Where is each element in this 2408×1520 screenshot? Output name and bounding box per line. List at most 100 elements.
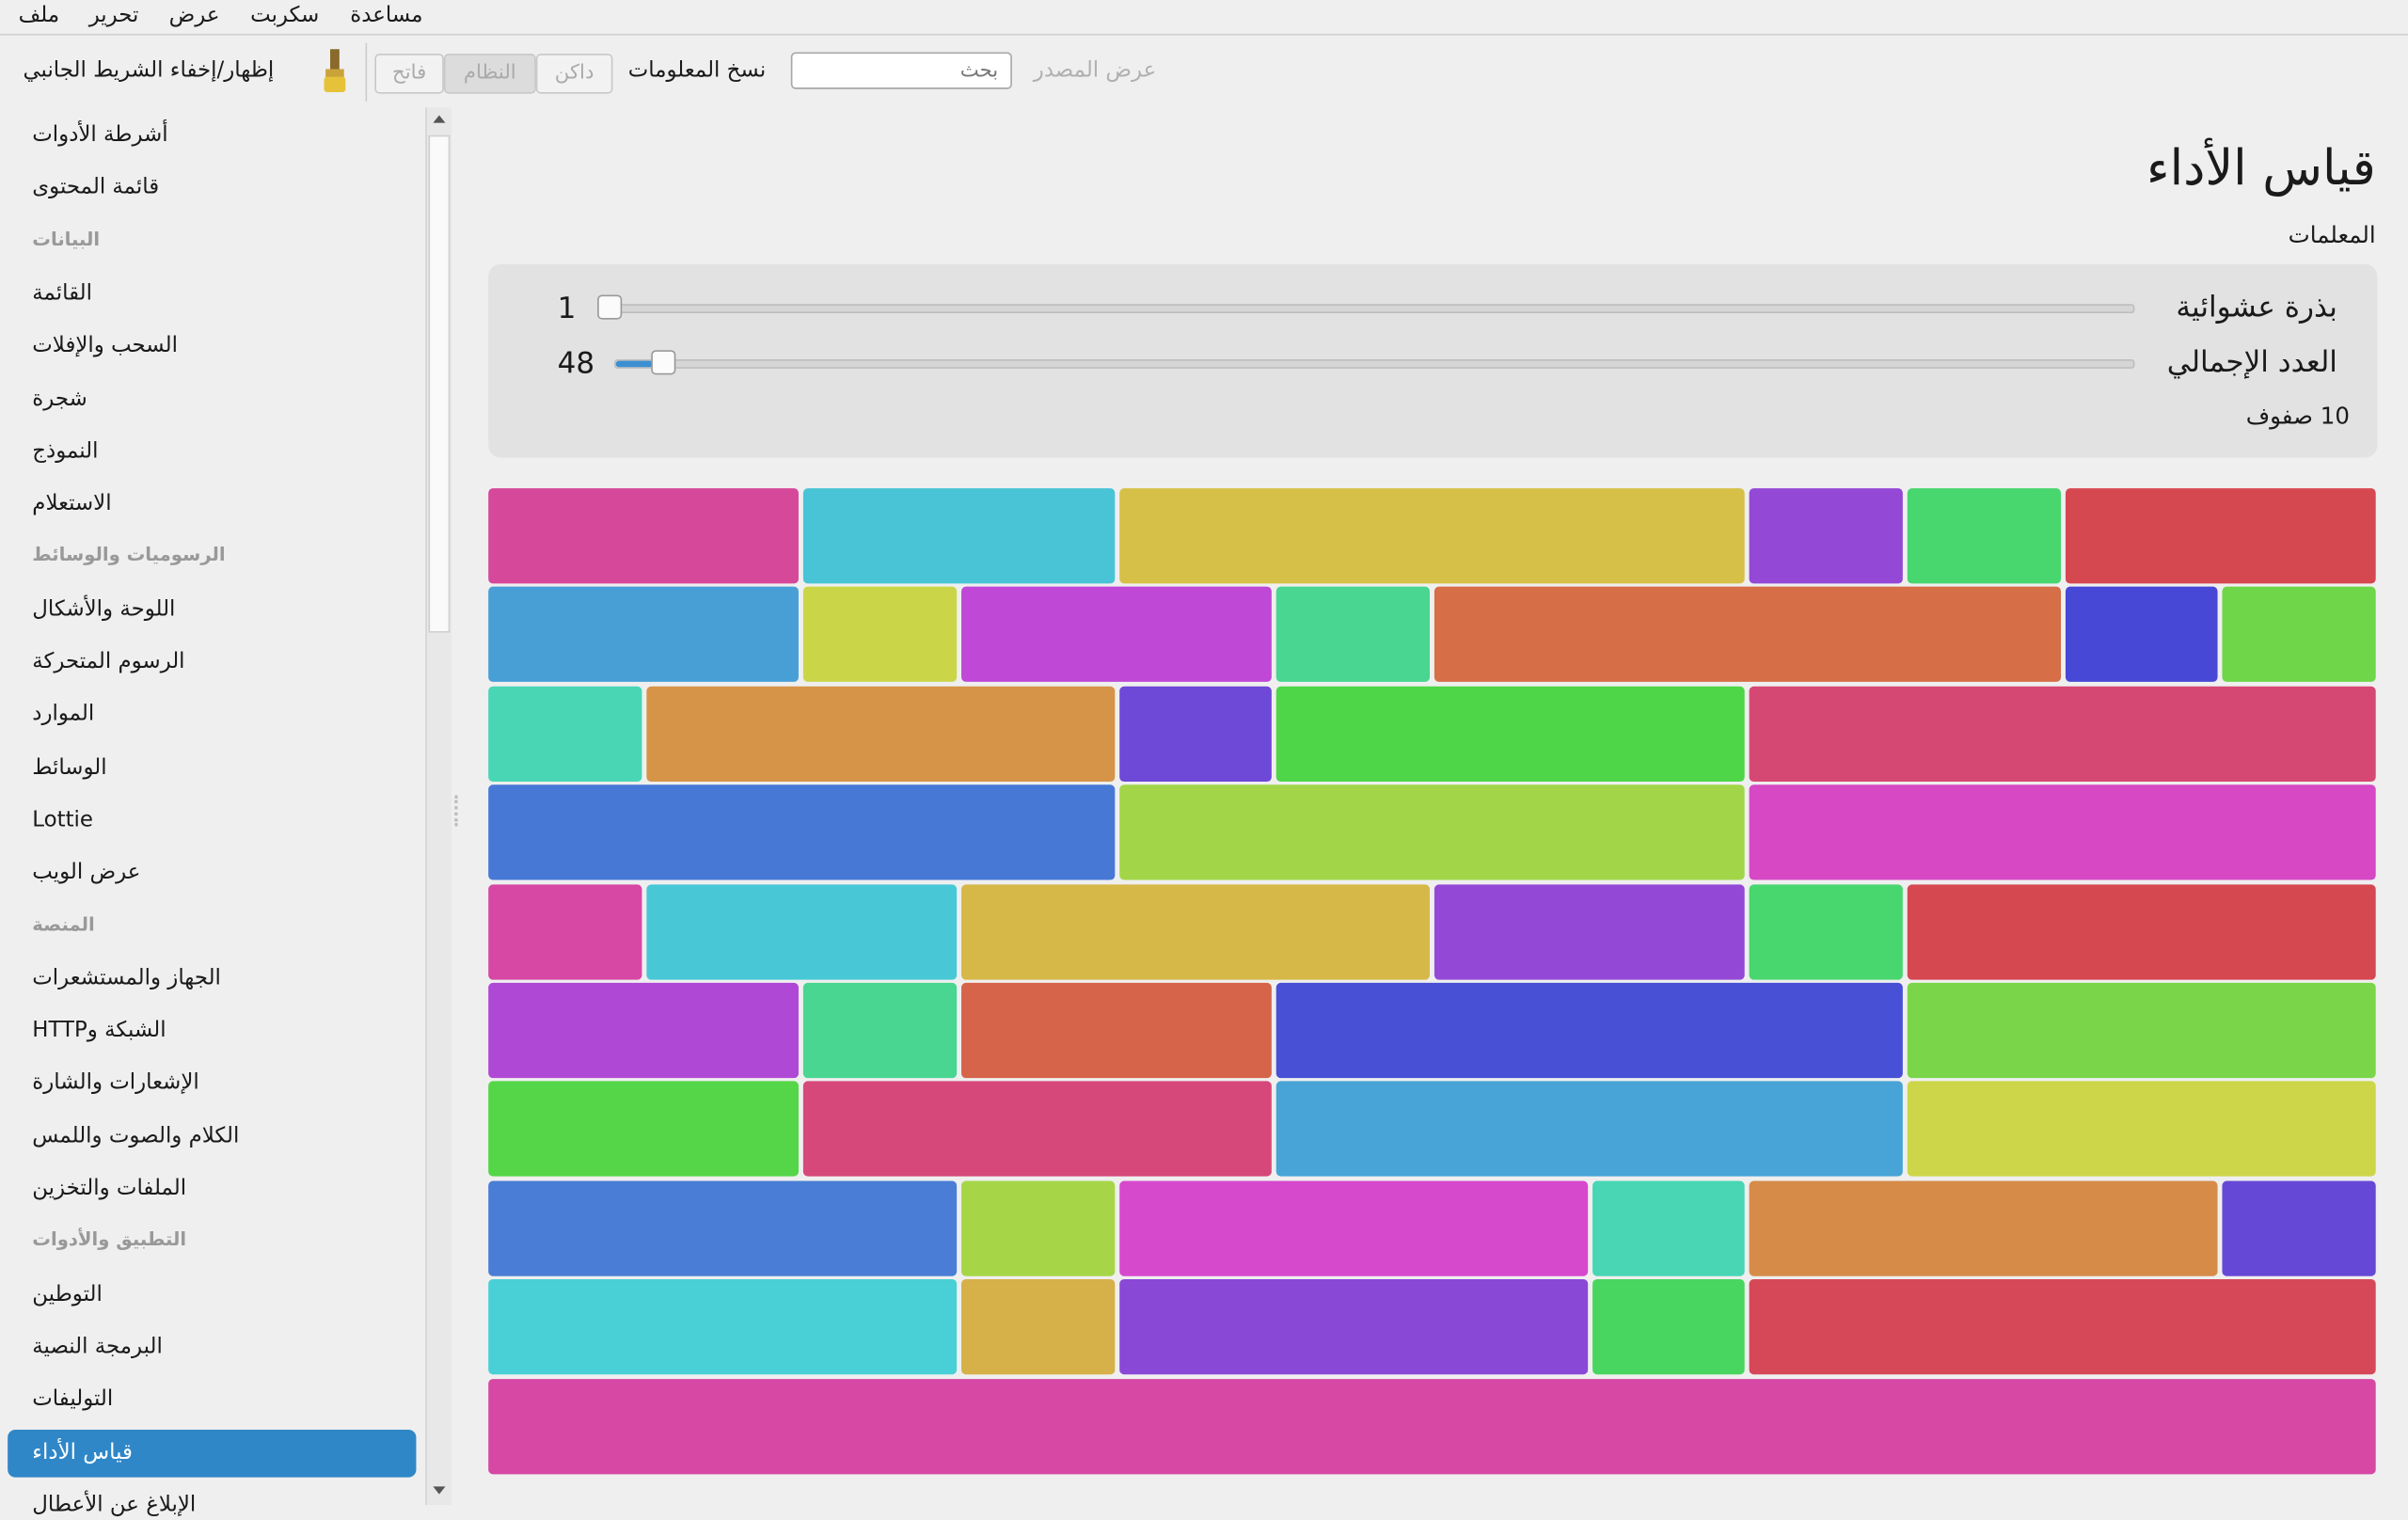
sidebar-item[interactable]: الاستعلام xyxy=(32,491,112,516)
benchmark-block xyxy=(1750,488,1903,584)
params-panel: بذرة عشوائية 1 العدد الإجمالي 48 10 صفوف xyxy=(488,263,2378,458)
benchmark-block xyxy=(1907,1082,2376,1178)
slider-fill xyxy=(615,360,653,368)
sidebar-item[interactable]: الشبكة وHTTP xyxy=(32,1018,166,1043)
sidebar-item[interactable]: اللوحة والأشكال xyxy=(32,596,176,622)
menu-item[interactable]: مساعدة xyxy=(350,3,423,28)
benchmark-block xyxy=(1118,1279,1588,1375)
selected-highlight xyxy=(8,1429,417,1477)
sidebar-section-header: الرسوميات والوسائط xyxy=(32,544,226,566)
benchmark-block xyxy=(1907,488,2061,584)
benchmark-block xyxy=(1750,784,2376,880)
sidebar-item[interactable]: Lottie xyxy=(32,807,93,832)
benchmark-block xyxy=(1276,587,1430,683)
benchmark-block xyxy=(488,784,1115,880)
benchmark-block xyxy=(1118,1180,1588,1276)
sidebar-item[interactable]: الرسوم المتحركة xyxy=(32,649,185,674)
benchmark-block xyxy=(488,982,800,1079)
menu-bar xyxy=(0,0,2408,36)
slider-thumb[interactable] xyxy=(597,294,623,320)
slider-track[interactable] xyxy=(608,304,2135,314)
benchmark-block xyxy=(488,883,642,979)
page-title: قياس الأداء xyxy=(2147,137,2376,197)
benchmark-block xyxy=(2065,587,2219,683)
rows-label: 10 صفوف xyxy=(2245,402,2350,431)
sidebar-item[interactable]: الإشعارات والشارة xyxy=(32,1070,199,1096)
slider-thumb[interactable] xyxy=(651,350,676,375)
sidebar-item[interactable]: التوطين xyxy=(32,1281,103,1306)
param-label: بذرة عشوائية xyxy=(2176,290,2337,325)
benchmark-block xyxy=(2222,587,2376,683)
benchmark-block xyxy=(488,587,800,683)
sidebar-item[interactable]: الجهاز والمستشعرات xyxy=(32,965,221,990)
menu-item[interactable]: سكربت xyxy=(250,3,320,28)
sidebar-item[interactable]: النموذج xyxy=(32,438,99,464)
sidebar-toggle[interactable]: إظهار/إخفاء الشريط الجانبي xyxy=(23,58,275,84)
theme-button: فاتح xyxy=(374,54,444,94)
benchmark-block xyxy=(803,587,958,683)
sidebar-section-header: المنصة xyxy=(32,912,95,935)
benchmark-block xyxy=(961,1279,1115,1375)
benchmark-block xyxy=(1907,982,2376,1079)
scroll-down-arrow[interactable] xyxy=(430,1483,449,1498)
splitter-handle[interactable] xyxy=(454,795,461,827)
sidebar-item[interactable]: السحب والإفلات xyxy=(32,333,178,358)
benchmark-block xyxy=(2222,1180,2376,1276)
search-input[interactable] xyxy=(790,52,1012,89)
benchmark-block xyxy=(1118,784,1746,880)
slider-track[interactable] xyxy=(614,359,2135,369)
benchmark-block xyxy=(1434,883,1746,979)
benchmark-block xyxy=(961,587,1273,683)
benchmark-block xyxy=(488,1180,958,1276)
benchmark-block xyxy=(1276,686,1746,782)
benchmark-block xyxy=(488,1378,2376,1474)
sidebar-item[interactable]: أشرطة الأدوات xyxy=(32,122,168,148)
scroll-up-arrow[interactable] xyxy=(430,111,449,126)
section-label: المعلمات xyxy=(2288,221,2376,249)
benchmark-block xyxy=(1276,982,1903,1079)
benchmark-block xyxy=(1118,488,1746,584)
benchmark-block xyxy=(488,1279,958,1375)
scrollbar[interactable] xyxy=(425,107,452,1505)
view-source-button: عرض المصدر xyxy=(1033,58,1157,84)
benchmark-block xyxy=(2065,488,2376,584)
benchmark-block xyxy=(961,1180,1115,1276)
sidebar-item[interactable]: قائمة المحتوى xyxy=(32,175,160,200)
theme-button: النظام xyxy=(443,54,536,94)
benchmark-block xyxy=(803,488,1115,584)
benchmark-block xyxy=(1276,1082,1903,1178)
benchmark-block xyxy=(961,982,1273,1079)
benchmark-block xyxy=(488,488,800,584)
benchmark-block xyxy=(1750,686,2376,782)
sidebar-item[interactable]: شجرة xyxy=(32,386,87,411)
sidebar-item[interactable]: الكلام والصوت واللمس xyxy=(32,1123,240,1148)
sidebar-item[interactable]: الملفات والتخزين xyxy=(32,1176,187,1201)
sidebar-item[interactable]: قياس الأداء xyxy=(32,1439,133,1465)
menu-item[interactable]: تحرير xyxy=(88,3,139,28)
sidebar-item[interactable]: القائمة xyxy=(32,280,92,306)
benchmark-block xyxy=(645,686,1115,782)
menu-item[interactable]: ملف xyxy=(18,3,60,28)
theme-button: داكن xyxy=(535,54,613,94)
benchmark-block xyxy=(1750,883,1903,979)
benchmark-block xyxy=(1750,1279,2376,1375)
sidebar-item[interactable]: الموارد xyxy=(32,702,95,727)
benchmark-block xyxy=(488,1082,800,1178)
copy-info-button[interactable]: نسخ المعلومات xyxy=(627,58,767,84)
benchmark-block xyxy=(1750,1180,2219,1276)
menu-item[interactable]: عرض xyxy=(168,3,220,28)
benchmark-block xyxy=(803,982,958,1079)
benchmark-block xyxy=(803,1082,1273,1178)
sidebar: أشرطة الأدوات قائمة المحتوى البيانات القائم… xyxy=(0,107,425,1517)
scrollbar-thumb[interactable] xyxy=(428,135,451,633)
sidebar-item[interactable]: عرض الويب xyxy=(32,860,141,885)
toolbar-separator xyxy=(365,42,368,102)
sidebar-section-header: التطبيق والأدوات xyxy=(32,1228,187,1251)
benchmark-block xyxy=(1118,686,1273,782)
benchmark-block xyxy=(1592,1279,1746,1375)
sidebar-item[interactable]: التوليفات xyxy=(32,1386,114,1412)
sidebar-item[interactable]: الوسائط xyxy=(32,754,107,780)
sidebar-item[interactable]: البرمجة النصية xyxy=(32,1334,163,1359)
benchmark-block xyxy=(1592,1180,1746,1276)
